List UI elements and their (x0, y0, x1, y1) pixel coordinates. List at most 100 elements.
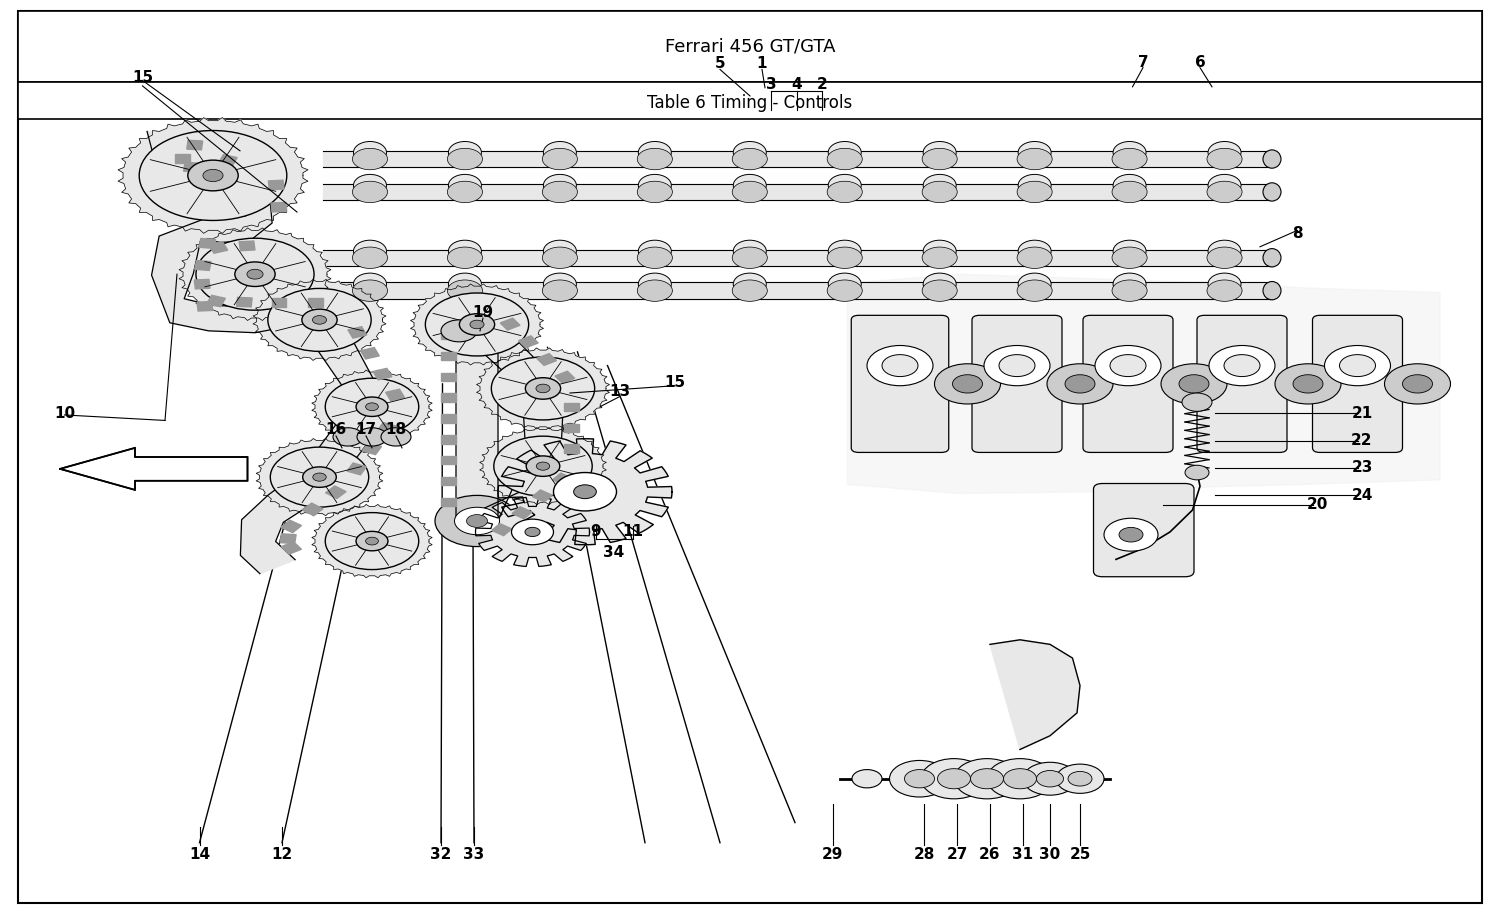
Polygon shape (564, 444, 579, 452)
Circle shape (543, 181, 578, 203)
Polygon shape (537, 354, 556, 366)
Circle shape (494, 436, 592, 496)
Circle shape (1017, 181, 1052, 203)
Ellipse shape (543, 240, 576, 262)
Circle shape (357, 428, 387, 446)
Ellipse shape (922, 142, 956, 164)
Circle shape (470, 320, 484, 329)
Text: 18: 18 (386, 422, 406, 437)
Polygon shape (195, 260, 211, 271)
Circle shape (1340, 355, 1376, 377)
FancyBboxPatch shape (1083, 315, 1173, 452)
Circle shape (638, 280, 672, 302)
Polygon shape (256, 439, 382, 515)
Circle shape (827, 148, 862, 170)
Ellipse shape (448, 142, 482, 164)
Circle shape (922, 181, 957, 203)
Text: 28: 28 (914, 847, 934, 862)
Polygon shape (360, 347, 380, 359)
Circle shape (1161, 364, 1227, 404)
Circle shape (302, 309, 338, 331)
Circle shape (1110, 355, 1146, 377)
Polygon shape (196, 302, 213, 311)
Circle shape (1023, 762, 1077, 795)
Circle shape (140, 131, 286, 220)
Text: 26: 26 (980, 847, 1000, 862)
Polygon shape (441, 373, 456, 381)
Circle shape (537, 462, 549, 470)
Text: 16: 16 (326, 422, 346, 437)
Ellipse shape (1263, 249, 1281, 267)
Circle shape (934, 364, 1000, 404)
Circle shape (1384, 364, 1450, 404)
Polygon shape (552, 473, 573, 485)
Circle shape (938, 769, 970, 789)
Circle shape (1208, 280, 1242, 302)
Polygon shape (280, 542, 302, 554)
Polygon shape (441, 477, 456, 485)
Circle shape (236, 262, 274, 286)
Polygon shape (492, 524, 512, 536)
Ellipse shape (1113, 240, 1146, 262)
Polygon shape (456, 318, 564, 521)
Circle shape (1112, 247, 1148, 269)
Bar (18, 11, 1482, 82)
Text: 10: 10 (54, 406, 75, 420)
Circle shape (1095, 345, 1161, 386)
Circle shape (196, 239, 314, 310)
Ellipse shape (828, 142, 861, 164)
Circle shape (352, 148, 387, 170)
Ellipse shape (1263, 183, 1281, 201)
Circle shape (1209, 345, 1275, 386)
Circle shape (1182, 393, 1212, 411)
Ellipse shape (543, 273, 576, 295)
Circle shape (1324, 345, 1390, 386)
Ellipse shape (734, 175, 766, 197)
Circle shape (922, 280, 957, 302)
Circle shape (352, 247, 387, 269)
Circle shape (366, 537, 378, 545)
Circle shape (356, 397, 388, 417)
Polygon shape (441, 456, 456, 464)
Ellipse shape (1208, 175, 1240, 197)
Polygon shape (346, 463, 366, 474)
Text: 19: 19 (472, 305, 494, 320)
Ellipse shape (1019, 175, 1052, 197)
Polygon shape (272, 202, 286, 212)
Polygon shape (519, 335, 538, 347)
Ellipse shape (922, 273, 956, 295)
FancyBboxPatch shape (852, 315, 950, 452)
Circle shape (1293, 375, 1323, 393)
Text: 9: 9 (590, 525, 602, 539)
Polygon shape (254, 280, 386, 360)
Polygon shape (176, 154, 189, 163)
Circle shape (426, 293, 528, 356)
Ellipse shape (922, 240, 956, 262)
Text: 5: 5 (714, 57, 726, 71)
Circle shape (454, 507, 500, 535)
Text: 2: 2 (816, 77, 828, 91)
Text: 24: 24 (1352, 488, 1372, 503)
FancyBboxPatch shape (972, 315, 1062, 452)
Ellipse shape (354, 175, 387, 197)
FancyBboxPatch shape (1197, 315, 1287, 452)
Ellipse shape (1113, 273, 1146, 295)
Polygon shape (183, 163, 200, 172)
Circle shape (904, 770, 934, 788)
Circle shape (1208, 181, 1242, 203)
Circle shape (1017, 247, 1052, 269)
Ellipse shape (1019, 240, 1052, 262)
Circle shape (1275, 364, 1341, 404)
Ellipse shape (828, 273, 861, 295)
Circle shape (447, 247, 483, 269)
Circle shape (1047, 364, 1113, 404)
Circle shape (922, 247, 957, 269)
Polygon shape (303, 503, 322, 515)
Circle shape (352, 181, 387, 203)
Circle shape (447, 148, 483, 170)
Polygon shape (207, 295, 225, 307)
Text: 20: 20 (1306, 497, 1328, 512)
Circle shape (268, 289, 370, 351)
Circle shape (1185, 465, 1209, 480)
Polygon shape (441, 414, 456, 422)
